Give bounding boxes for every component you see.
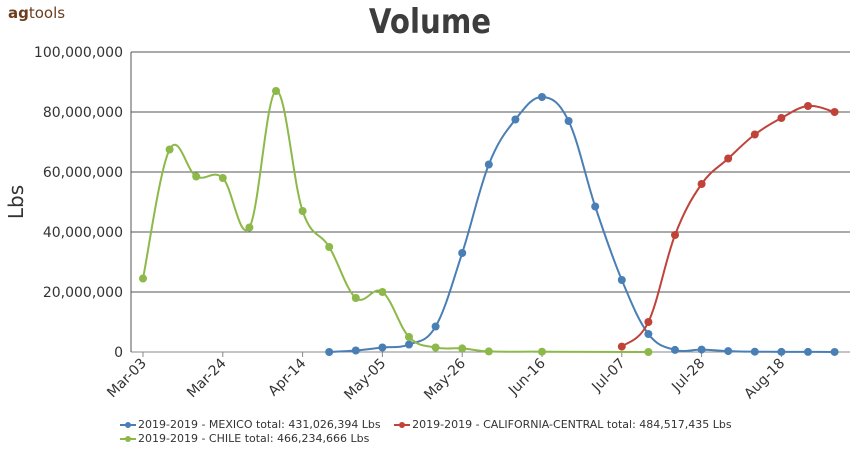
data-point[interactable] [431, 322, 440, 331]
data-point[interactable] [325, 348, 334, 356]
legend-label: 2019-2019 - MEXICO total: 431,026,394 Lb… [138, 418, 381, 431]
data-point[interactable] [724, 154, 733, 163]
data-point[interactable] [591, 202, 600, 211]
data-point[interactable] [750, 130, 759, 139]
data-point[interactable] [617, 276, 626, 284]
data-point[interactable] [804, 347, 812, 356]
legend-item-california-central[interactable]: 2019-2019 - CALIFORNIA-CENTRAL total: 48… [394, 418, 732, 432]
y-tick-label: 60,000,000 [43, 165, 123, 181]
data-point[interactable] [245, 223, 254, 232]
legend[interactable]: 2019-2019 - MEXICO total: 431,026,394 Lb… [120, 418, 840, 446]
legend-marker [120, 420, 136, 430]
legend-row: 2019-2019 - CHILE total: 466,234,666 Lbs [120, 432, 840, 446]
data-point[interactable] [458, 249, 467, 257]
data-point[interactable] [538, 347, 546, 356]
legend-marker [394, 420, 411, 430]
data-point[interactable] [298, 207, 307, 215]
data-point[interactable] [777, 114, 786, 122]
data-point[interactable] [139, 274, 147, 283]
y-tick-label: 80,000,000 [43, 105, 123, 121]
y-tick-label: 0 [114, 345, 123, 361]
data-point[interactable] [378, 343, 387, 352]
data-point[interactable] [671, 231, 679, 239]
agtools-logo: agtools [8, 4, 66, 22]
legend-item-mexico[interactable]: 2019-2019 - MEXICO total: 431,026,394 Lb… [120, 418, 381, 432]
data-point[interactable] [777, 347, 786, 356]
data-point[interactable] [644, 330, 653, 338]
data-point[interactable] [458, 344, 467, 353]
data-point[interactable] [697, 345, 706, 354]
data-point[interactable] [378, 288, 387, 296]
x-tick-label: May-26 [421, 355, 469, 403]
x-tick-label: Aug-18 [741, 356, 788, 403]
data-point[interactable] [484, 347, 493, 356]
data-point[interactable] [830, 347, 839, 356]
data-point[interactable] [325, 243, 334, 251]
legend-label: 2019-2019 - CHILE total: 466,234,666 Lbs [138, 432, 370, 445]
data-point[interactable] [484, 160, 493, 169]
legend-item-chile[interactable]: 2019-2019 - CHILE total: 466,234,666 Lbs [120, 432, 369, 446]
data-point[interactable] [724, 347, 733, 356]
data-point[interactable] [405, 333, 413, 341]
data-point[interactable] [431, 343, 440, 352]
legend-marker [120, 434, 136, 444]
legend-label: 2019-2019 - CALIFORNIA-CENTRAL total: 48… [412, 418, 732, 431]
data-point[interactable] [697, 180, 706, 188]
data-point[interactable] [511, 115, 520, 124]
x-tick-label: Mar-24 [184, 355, 230, 401]
x-tick-label: May-05 [341, 356, 389, 404]
y-tick-label: 40,000,000 [43, 225, 123, 241]
y-axis-label: Lbs [4, 185, 28, 219]
y-tick-label: 100,000,000 [34, 45, 123, 61]
x-tick-label: Jun-16 [505, 355, 549, 399]
data-point[interactable] [165, 145, 174, 154]
data-point[interactable] [750, 347, 759, 356]
data-point[interactable] [830, 108, 839, 116]
data-point[interactable] [804, 102, 812, 110]
x-tick-label: Jul-07 [588, 356, 628, 396]
data-point[interactable] [671, 345, 679, 354]
data-point[interactable] [351, 346, 360, 355]
data-point[interactable] [538, 93, 546, 101]
chart-title: Volume [368, 2, 492, 42]
y-tick-label: 20,000,000 [43, 285, 123, 301]
data-point[interactable] [405, 340, 413, 349]
data-point[interactable] [192, 172, 201, 181]
data-point[interactable] [272, 87, 280, 95]
data-point[interactable] [218, 174, 227, 182]
x-tick-label: Apr-14 [265, 355, 309, 399]
data-point[interactable] [644, 318, 653, 326]
data-point[interactable] [617, 342, 626, 351]
x-tick-label: Mar-03 [104, 356, 150, 402]
series-line [329, 95, 835, 353]
data-point[interactable] [564, 117, 573, 125]
data-point[interactable] [644, 348, 653, 356]
legend-row: 2019-2019 - MEXICO total: 431,026,394 Lb… [120, 418, 840, 432]
x-tick-label: Jul-28 [668, 356, 708, 396]
series-line [621, 104, 835, 348]
data-point[interactable] [351, 294, 360, 302]
